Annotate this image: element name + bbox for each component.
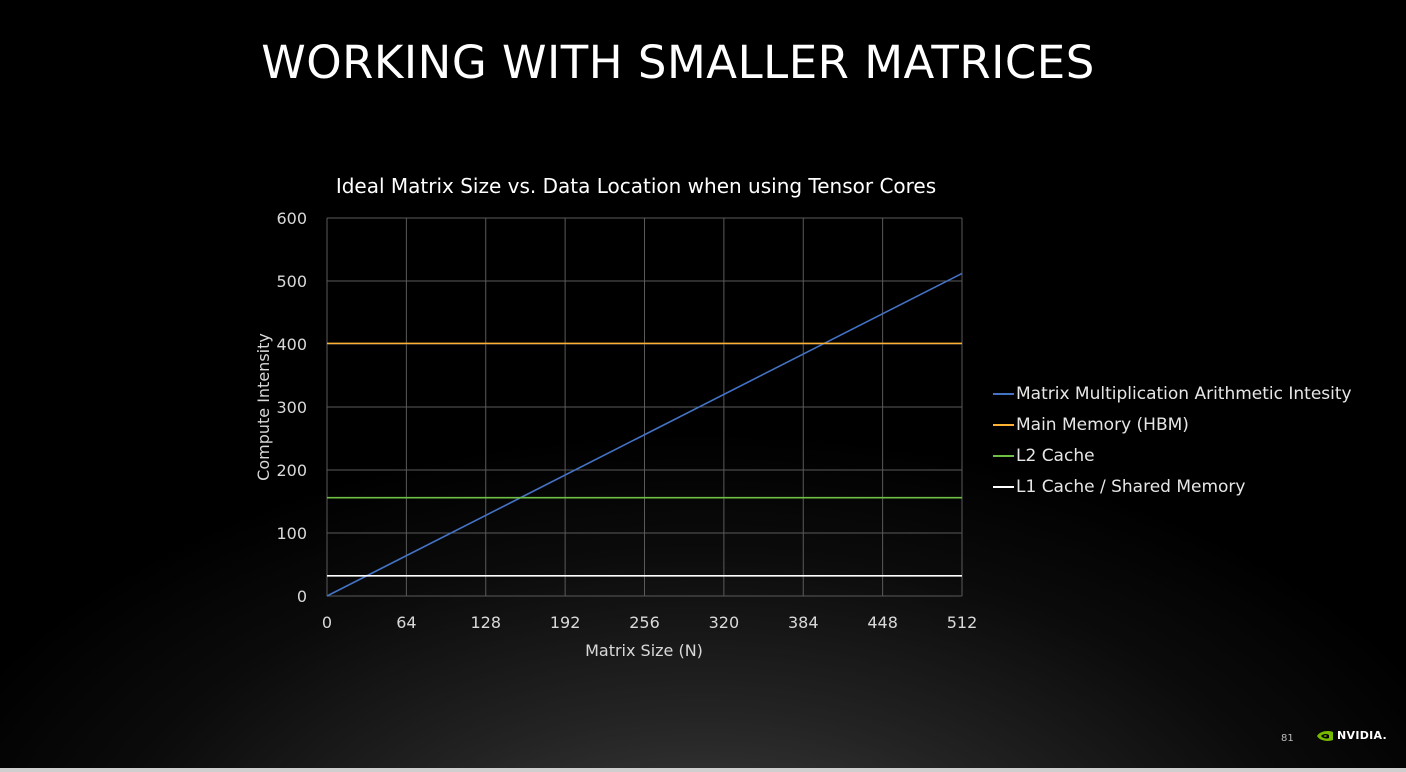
x-tick-label: 512 [947, 613, 978, 632]
y-axis-ticks: 0 100 200 300 400 500 600 [276, 209, 307, 606]
chart-series [326, 272, 963, 597]
y-tick-label: 300 [276, 398, 307, 417]
slide-title: WORKING WITH SMALLER MATRICES [261, 36, 1095, 89]
nvidia-wordmark: NVIDIA. [1337, 729, 1388, 742]
legend-item: Matrix Multiplication Arithmetic Intesit… [993, 378, 1352, 409]
legend-item: L2 Cache [993, 440, 1352, 471]
legend-label: Main Memory (HBM) [1016, 414, 1189, 435]
page-number: 81 [1281, 733, 1294, 744]
legend-swatch [993, 454, 1014, 457]
x-tick-label: 128 [470, 613, 501, 632]
legend-swatch [993, 485, 1014, 488]
chart-title: Ideal Matrix Size vs. Data Location when… [336, 174, 936, 198]
y-tick-label: 200 [276, 461, 307, 480]
x-tick-label: 0 [322, 613, 332, 632]
x-tick-label: 384 [788, 613, 819, 632]
chart-gridlines [326, 217, 963, 597]
bottom-strip [0, 768, 1406, 772]
x-tick-label: 256 [629, 613, 660, 632]
series-line-1 [326, 272, 963, 597]
nvidia-logo: NVIDIA. [1316, 729, 1387, 742]
legend-label: Matrix Multiplication Arithmetic Intesit… [1016, 383, 1352, 404]
x-axis-ticks: 0 64 128 192 256 320 384 448 512 [322, 613, 977, 632]
legend-swatch [993, 423, 1014, 426]
y-tick-label: 100 [276, 524, 307, 543]
x-tick-label: 448 [867, 613, 898, 632]
x-tick-label: 320 [709, 613, 740, 632]
x-axis-label: Matrix Size (N) [585, 641, 703, 660]
y-tick-label: 500 [276, 272, 307, 291]
chart-legend: Matrix Multiplication Arithmetic Intesit… [993, 378, 1352, 502]
y-tick-label: 0 [297, 587, 307, 606]
y-axis-label: Compute Intensity [254, 333, 273, 481]
nvidia-eye-icon [1317, 730, 1333, 741]
x-tick-label: 64 [396, 613, 416, 632]
legend-item: L1 Cache / Shared Memory [993, 471, 1352, 502]
y-tick-label: 400 [276, 335, 307, 354]
legend-label: L2 Cache [1016, 445, 1095, 466]
x-tick-label: 192 [550, 613, 581, 632]
y-tick-label: 600 [276, 209, 307, 228]
legend-label: L1 Cache / Shared Memory [1016, 476, 1246, 497]
legend-item: Main Memory (HBM) [993, 409, 1352, 440]
legend-swatch [993, 392, 1014, 395]
